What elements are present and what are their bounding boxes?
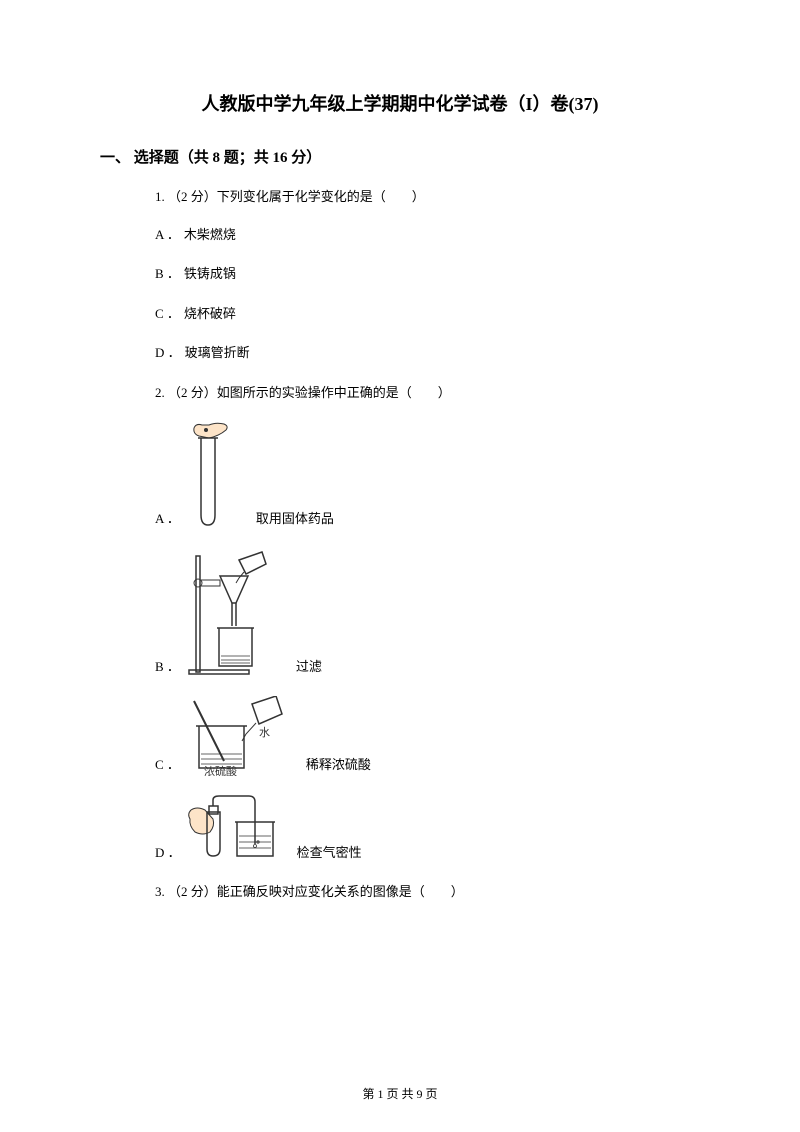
- q2-option-b: B ． 过滤: [155, 548, 700, 678]
- option-label: B ．: [155, 657, 180, 679]
- question-3: 3. （2 分）能正确反映对应变化关系的图像是（ ）: [155, 882, 700, 902]
- footer-suffix: 页: [423, 1087, 438, 1101]
- q2-option-d: D ． 检查气密性: [155, 794, 700, 864]
- section-header: 一、 选择题（共 8 题；共 16 分）: [100, 146, 700, 167]
- q1-option-d: D ． 玻璃管折断: [155, 343, 700, 365]
- option-label: A ．: [155, 509, 180, 531]
- page-title: 人教版中学九年级上学期期中化学试卷（I）卷(37): [100, 90, 700, 116]
- q1-option-a: A ． 木柴燃烧: [155, 225, 700, 247]
- q2-option-a: A ． 取用固体药品: [155, 420, 700, 530]
- question-1: 1. （2 分）下列变化属于化学变化的是（ ）: [155, 187, 700, 207]
- option-label: D ．: [155, 343, 181, 365]
- question-2: 2. （2 分）如图所示的实验操作中正确的是（ ）: [155, 383, 700, 403]
- page-footer: 第 1 页 共 9 页: [0, 1085, 800, 1102]
- section-number: 一、: [100, 150, 130, 166]
- option-text: 烧杯破碎: [184, 304, 236, 326]
- dilute-acid-icon: 水 浓硫酸: [184, 696, 294, 776]
- option-text: 检查气密性: [297, 843, 362, 865]
- option-text: 过滤: [296, 657, 322, 679]
- water-label: 水: [259, 726, 270, 739]
- q1-option-c: C ． 烧杯破碎: [155, 304, 700, 326]
- test-tube-solid-icon: [184, 420, 244, 530]
- footer-prefix: 第: [362, 1087, 377, 1101]
- section-title: 选择题（共 8 题；共 16 分）: [134, 150, 322, 166]
- option-text: 铁铸成锅: [184, 264, 236, 286]
- acid-label: 浓硫酸: [204, 764, 237, 776]
- option-text: 稀释浓硫酸: [306, 755, 371, 777]
- q1-option-b: B ． 铁铸成锅: [155, 264, 700, 286]
- filtration-icon: [184, 548, 284, 678]
- option-label: D ．: [155, 843, 181, 865]
- q2-option-c: C ． 水 浓硫酸 稀释浓硫酸: [155, 696, 700, 776]
- option-text: 木柴燃烧: [184, 225, 236, 247]
- option-label: B ．: [155, 264, 180, 286]
- option-text: 玻璃管折断: [185, 343, 250, 365]
- footer-middle: 页 共: [383, 1087, 416, 1101]
- option-label: A ．: [155, 225, 180, 247]
- option-text: 取用固体药品: [256, 509, 334, 531]
- option-label: C ．: [155, 755, 180, 777]
- airtightness-icon: [185, 794, 285, 864]
- option-label: C ．: [155, 304, 180, 326]
